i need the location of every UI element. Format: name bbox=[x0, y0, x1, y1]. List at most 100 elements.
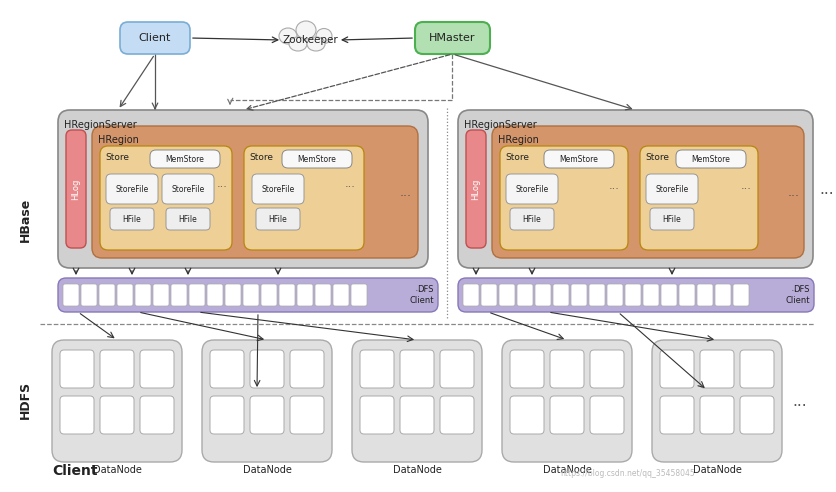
Ellipse shape bbox=[278, 28, 297, 44]
Text: ...: ... bbox=[217, 179, 227, 189]
FancyBboxPatch shape bbox=[502, 340, 631, 462]
Text: HRegion: HRegion bbox=[497, 135, 538, 145]
FancyBboxPatch shape bbox=[660, 284, 676, 306]
Text: HBase: HBase bbox=[18, 198, 32, 242]
Text: ...: ... bbox=[790, 283, 801, 293]
Text: DataNode: DataNode bbox=[242, 465, 291, 475]
FancyBboxPatch shape bbox=[492, 126, 803, 258]
FancyBboxPatch shape bbox=[256, 208, 299, 230]
FancyBboxPatch shape bbox=[400, 350, 434, 388]
Text: Store: Store bbox=[504, 153, 528, 162]
FancyBboxPatch shape bbox=[99, 284, 115, 306]
FancyBboxPatch shape bbox=[466, 130, 486, 248]
Text: StoreFile: StoreFile bbox=[115, 184, 149, 193]
FancyBboxPatch shape bbox=[66, 130, 86, 248]
FancyBboxPatch shape bbox=[359, 396, 394, 434]
FancyBboxPatch shape bbox=[92, 126, 417, 258]
Text: ...: ... bbox=[608, 181, 619, 191]
FancyBboxPatch shape bbox=[252, 174, 303, 204]
Text: HMaster: HMaster bbox=[429, 33, 475, 43]
Text: HFile: HFile bbox=[268, 215, 287, 223]
FancyBboxPatch shape bbox=[333, 284, 349, 306]
FancyBboxPatch shape bbox=[624, 284, 640, 306]
FancyBboxPatch shape bbox=[699, 350, 733, 388]
FancyBboxPatch shape bbox=[52, 340, 181, 462]
Text: StoreFile: StoreFile bbox=[261, 184, 294, 193]
Text: HFile: HFile bbox=[522, 215, 541, 223]
Text: Zookeeper: Zookeeper bbox=[282, 35, 338, 45]
FancyBboxPatch shape bbox=[135, 284, 150, 306]
FancyBboxPatch shape bbox=[462, 284, 478, 306]
FancyBboxPatch shape bbox=[534, 284, 550, 306]
FancyBboxPatch shape bbox=[732, 284, 748, 306]
Text: DataNode: DataNode bbox=[542, 465, 591, 475]
Text: Store: Store bbox=[645, 153, 668, 162]
Text: https://blog.csdn.net/qq_35458045: https://blog.csdn.net/qq_35458045 bbox=[559, 469, 694, 478]
Text: HRegionServer: HRegionServer bbox=[64, 120, 136, 130]
Text: DFS
Client: DFS Client bbox=[409, 285, 434, 305]
FancyBboxPatch shape bbox=[651, 340, 781, 462]
FancyBboxPatch shape bbox=[457, 278, 813, 312]
FancyBboxPatch shape bbox=[678, 284, 694, 306]
FancyBboxPatch shape bbox=[714, 284, 730, 306]
FancyBboxPatch shape bbox=[242, 284, 258, 306]
FancyBboxPatch shape bbox=[99, 396, 134, 434]
FancyBboxPatch shape bbox=[250, 350, 283, 388]
FancyBboxPatch shape bbox=[606, 284, 622, 306]
Text: ...: ... bbox=[344, 179, 355, 189]
FancyBboxPatch shape bbox=[499, 146, 627, 250]
FancyBboxPatch shape bbox=[739, 396, 773, 434]
FancyBboxPatch shape bbox=[210, 396, 244, 434]
Text: Client: Client bbox=[52, 464, 97, 478]
FancyBboxPatch shape bbox=[509, 350, 543, 388]
Ellipse shape bbox=[307, 37, 324, 51]
FancyBboxPatch shape bbox=[415, 22, 489, 54]
FancyBboxPatch shape bbox=[140, 350, 174, 388]
FancyBboxPatch shape bbox=[63, 284, 79, 306]
FancyBboxPatch shape bbox=[549, 396, 584, 434]
FancyBboxPatch shape bbox=[642, 284, 658, 306]
Text: HLog: HLog bbox=[471, 178, 480, 200]
Text: HFile: HFile bbox=[178, 215, 197, 223]
FancyBboxPatch shape bbox=[570, 284, 586, 306]
FancyBboxPatch shape bbox=[543, 150, 614, 168]
Text: ...: ... bbox=[818, 182, 833, 196]
FancyBboxPatch shape bbox=[58, 278, 437, 312]
FancyBboxPatch shape bbox=[210, 350, 244, 388]
Text: Store: Store bbox=[104, 153, 129, 162]
FancyBboxPatch shape bbox=[110, 208, 154, 230]
FancyBboxPatch shape bbox=[297, 284, 313, 306]
FancyBboxPatch shape bbox=[506, 174, 558, 204]
Text: StoreFile: StoreFile bbox=[655, 184, 688, 193]
Text: HLog: HLog bbox=[71, 178, 80, 200]
Text: HDFS: HDFS bbox=[18, 381, 32, 419]
FancyBboxPatch shape bbox=[589, 284, 604, 306]
FancyBboxPatch shape bbox=[350, 284, 366, 306]
Text: MemStore: MemStore bbox=[691, 154, 730, 163]
FancyBboxPatch shape bbox=[166, 208, 210, 230]
FancyBboxPatch shape bbox=[699, 396, 733, 434]
Text: ...: ... bbox=[400, 185, 411, 198]
FancyBboxPatch shape bbox=[206, 284, 222, 306]
FancyBboxPatch shape bbox=[250, 396, 283, 434]
FancyBboxPatch shape bbox=[645, 174, 697, 204]
FancyBboxPatch shape bbox=[660, 396, 693, 434]
FancyBboxPatch shape bbox=[289, 396, 324, 434]
FancyBboxPatch shape bbox=[640, 146, 757, 250]
FancyBboxPatch shape bbox=[696, 284, 712, 306]
FancyBboxPatch shape bbox=[289, 350, 324, 388]
FancyBboxPatch shape bbox=[60, 350, 94, 388]
FancyBboxPatch shape bbox=[509, 396, 543, 434]
FancyBboxPatch shape bbox=[58, 110, 427, 268]
Text: Store: Store bbox=[248, 153, 273, 162]
FancyBboxPatch shape bbox=[517, 284, 533, 306]
Text: StoreFile: StoreFile bbox=[171, 184, 204, 193]
FancyBboxPatch shape bbox=[739, 350, 773, 388]
Text: DFS
Client: DFS Client bbox=[784, 285, 809, 305]
FancyBboxPatch shape bbox=[153, 284, 169, 306]
Text: StoreFile: StoreFile bbox=[515, 184, 548, 193]
FancyBboxPatch shape bbox=[201, 340, 332, 462]
Text: DataNode: DataNode bbox=[392, 465, 441, 475]
FancyBboxPatch shape bbox=[359, 350, 394, 388]
FancyBboxPatch shape bbox=[509, 208, 553, 230]
